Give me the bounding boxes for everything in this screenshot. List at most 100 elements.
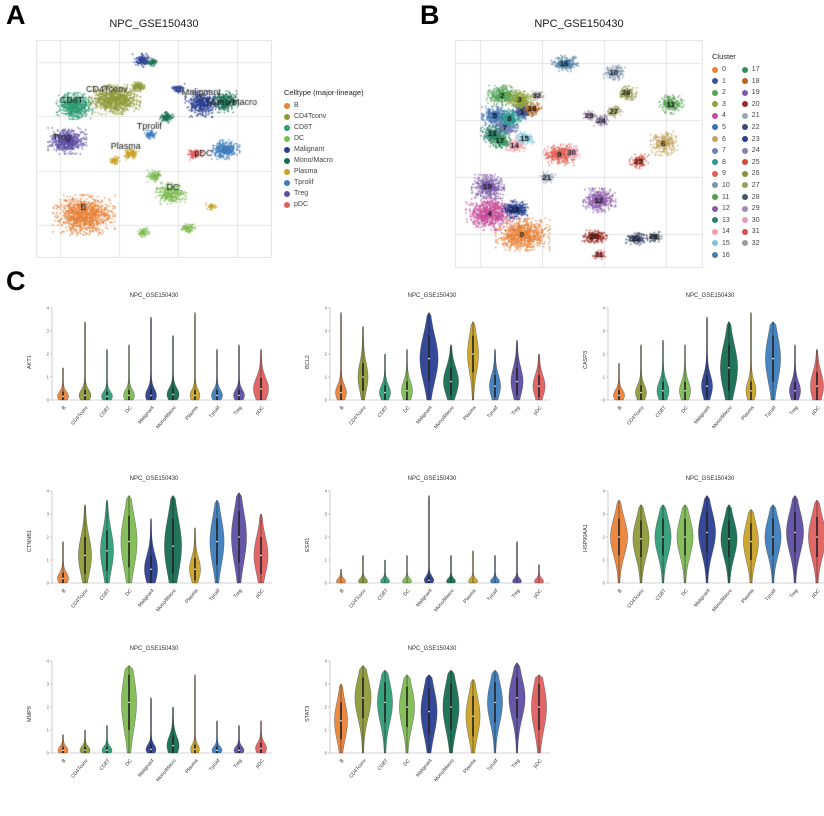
cluster-legend-swatch [712,252,718,258]
cluster-legend-label: 0 [722,66,726,73]
violin-canvas: 0 1 2 3 4 [46,306,272,403]
celltype-legend-item: Treg [284,188,364,199]
violin-title: NPC_GSE150430 [129,476,179,482]
panel-c-label: C [6,266,26,296]
umap-a-plot [36,40,272,258]
svg-text:2: 2 [602,535,605,540]
cluster-legend-item: 17 [741,64,760,75]
cluster-legend-item: 10 [712,180,730,191]
cluster-legend-swatch [741,89,748,96]
svg-text:2: 2 [324,535,327,540]
violin-canvas: 0 1 2 3 4 [324,306,550,403]
celltype-legend-swatch [284,102,290,109]
violin-plot-stat3: NPC_GSE150430 STAT3 0 1 2 3 4 B CD4Tconv CD8T DC Ma… [304,646,560,796]
violin-plot-hsp90aa1: NPC_GSE150430 HSP90AA1 0 1 2 3 4 B CD4Tconv CD8T D… [582,476,824,626]
cluster-legend-swatch [741,228,748,235]
celltype-legend-item: pDC [284,199,364,210]
svg-text:4: 4 [46,659,49,664]
cluster-legend-label: 6 [722,135,726,143]
celltype-legend-swatch [284,168,290,175]
cluster-legend-swatch [712,147,718,154]
celltype-legend-item: Mono/Macro [284,155,364,166]
svg-text:1: 1 [324,728,327,733]
violin-title: NPC_GSE150430 [407,293,457,299]
violin-plot-mmp9: NPC_GSE150430 MMP9 0 1 2 3 4 B CD4Tconv CD8T DC Mal… [26,646,282,796]
celltype-legend-label: Treg [294,190,309,197]
celltype-legend-label: CD8T [294,124,313,131]
celltype-legend-swatch [284,113,290,120]
cluster-legend-item: 1 [712,76,730,87]
celltype-legend-item: CD4Tconv [284,111,364,122]
svg-text:2: 2 [46,352,49,357]
celltype-legend: Celltype (major-lineage) B CD4Tconv CD8T DC… [284,88,364,210]
umap-b-plot [455,40,703,268]
svg-text:4: 4 [602,489,605,494]
cluster-legend-label: 20 [751,100,760,108]
cluster-legend-item: 19 [741,87,760,98]
cluster-legend-label: 5 [722,123,726,131]
celltype-legend-label: CD4Tconv [294,113,327,120]
violin-gene-label: CTNNB1 [27,529,33,552]
svg-text:3: 3 [324,329,327,334]
svg-text:1: 1 [46,558,49,563]
svg-text:0: 0 [324,751,327,756]
svg-text:0: 0 [602,398,605,403]
cluster-legend-swatch [712,66,718,73]
cluster-legend-label: 10 [722,181,730,189]
cluster-legend-label: 9 [722,170,726,178]
violin-gene-label: HSP90AA1 [583,524,589,552]
cluster-legend-swatch [741,240,748,247]
cluster-legend-items: 0 1 2 3 4 5 6 7 8 9 10 11 12 13 14 15 16 17 18 19 20 21 22 23 24… [712,64,760,261]
celltype-legend-swatch [284,135,290,142]
cluster-legend-item: 21 [741,110,760,121]
svg-text:0: 0 [602,581,605,586]
cluster-legend-item: 0 [712,64,730,75]
cluster-legend-label: 22 [751,123,760,131]
violin-title: NPC_GSE150430 [407,476,457,482]
svg-text:0: 0 [324,398,327,403]
cluster-legend-label: 2 [722,89,726,97]
svg-text:4: 4 [46,306,49,311]
svg-text:2: 2 [324,705,327,710]
cluster-legend-swatch [741,124,748,131]
svg-text:3: 3 [602,512,605,517]
svg-text:2: 2 [46,705,49,710]
cluster-legend-item: 3 [712,99,730,110]
cluster-legend-item: 14 [712,226,730,237]
violin-canvas: 0 1 2 3 4 [324,659,550,756]
cluster-legend-swatch [712,112,718,119]
cluster-legend-label: 24 [751,147,760,155]
cluster-legend-swatch [712,228,718,235]
cluster-legend-item: 31 [741,226,760,237]
svg-text:4: 4 [324,306,327,311]
cluster-legend-swatch [741,112,748,119]
cluster-legend-label: 18 [751,77,760,85]
cluster-legend-item: 12 [712,203,730,214]
cluster-legend-item: 8 [712,157,730,168]
violin-canvas: 0 1 2 3 4 [324,489,550,586]
svg-text:3: 3 [324,682,327,687]
violin-gene-label: STAT3 [305,705,311,722]
celltype-legend-swatch [284,190,290,197]
cluster-legend-swatch [712,182,718,189]
cluster-legend-label: 17 [751,66,760,73]
violin-plot-bcl2: NPC_GSE150430 BCL2 0 1 2 3 4 B CD4Tconv CD8T DC Mal… [304,293,560,443]
violin-title: NPC_GSE150430 [129,293,179,299]
cluster-legend-swatch [741,101,748,108]
cluster-legend-item: 18 [741,76,760,87]
cluster-legend-swatch [741,205,748,212]
celltype-legend-items: B CD4Tconv CD8T DC Malignant Mono/Macro Plasma… [284,100,364,210]
cluster-legend-swatch [712,89,718,96]
svg-text:1: 1 [602,375,605,380]
svg-text:1: 1 [324,558,327,563]
svg-text:4: 4 [602,306,605,311]
cluster-legend-label: 31 [751,228,760,236]
cluster-legend-item: 5 [712,122,730,133]
svg-text:1: 1 [602,558,605,563]
cluster-legend-item: 32 [741,238,760,249]
violin-plot-ctnnb1: NPC_GSE150430 CTNNB1 0 1 2 3 4 B CD4Tconv CD8T DC M… [26,476,282,626]
violin-gene-label: CASP3 [583,350,589,369]
cluster-legend-label: 14 [722,228,730,236]
cluster-legend-swatch [741,159,748,166]
cluster-legend-label: 26 [751,170,760,178]
